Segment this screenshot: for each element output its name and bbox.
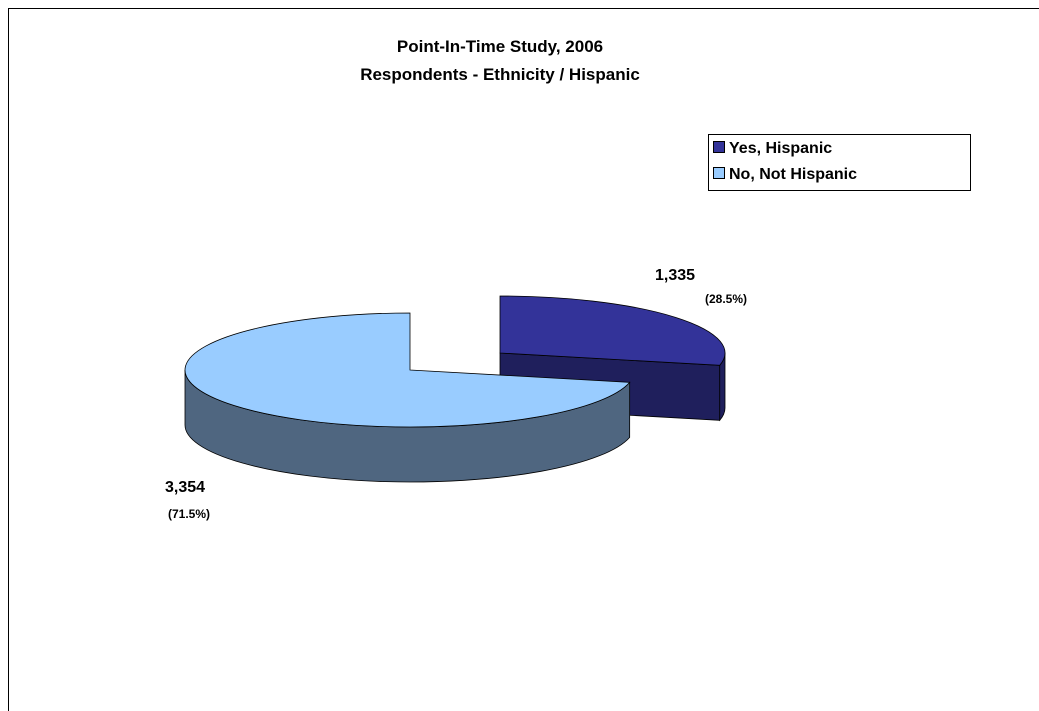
legend-box bbox=[708, 134, 971, 191]
value-label: 3,354 bbox=[165, 479, 205, 496]
legend-label: No, Not Hispanic bbox=[729, 166, 857, 183]
chart-title: Point-In-Time Study, 2006 bbox=[397, 37, 603, 56]
slice-top bbox=[499, 295, 726, 366]
percent-label: (28.5%) bbox=[705, 292, 747, 306]
percent-label: (71.5%) bbox=[168, 507, 210, 521]
legend-swatch bbox=[713, 141, 725, 153]
value-label: 1,335 bbox=[655, 267, 695, 284]
slice-top bbox=[184, 312, 631, 428]
chart-subtitle: Respondents - Ethnicity / Hispanic bbox=[360, 65, 640, 84]
legend-label: Yes, Hispanic bbox=[729, 140, 832, 157]
legend-swatch bbox=[713, 167, 725, 179]
